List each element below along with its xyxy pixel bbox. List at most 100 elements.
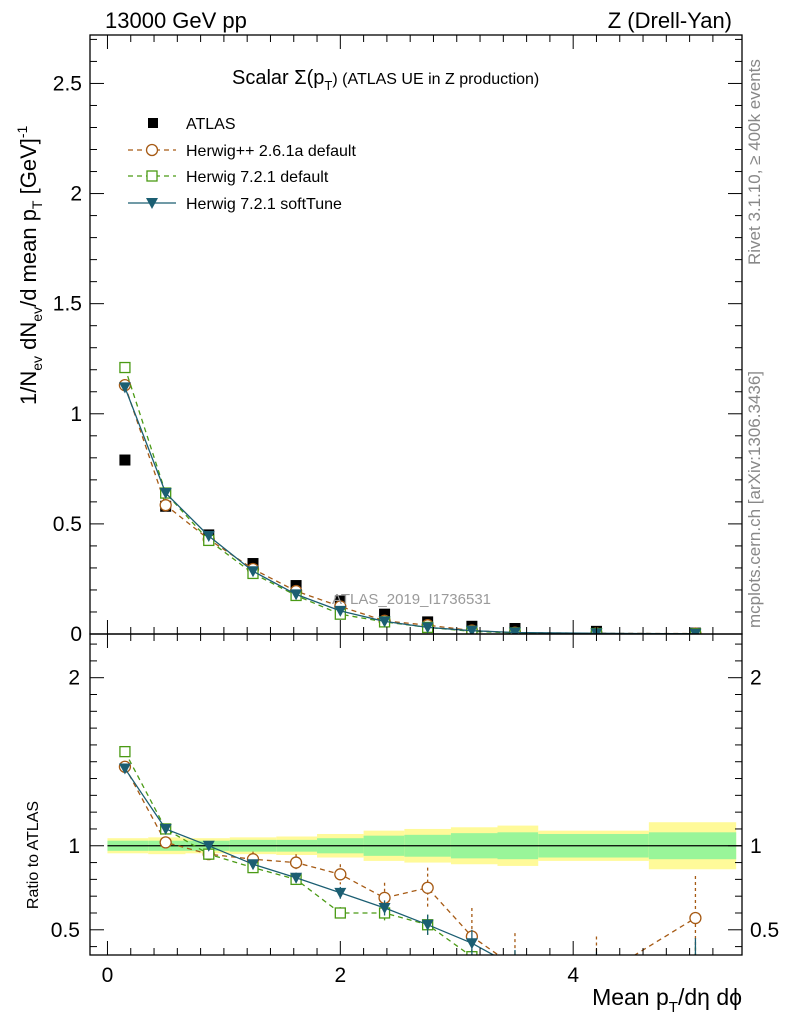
ratio-point-herwig-7-2-1-softtune-5 <box>334 887 347 899</box>
ratio-point-herwig-7-2-1-softtune-2 <box>202 840 215 852</box>
ratio-line-herwig-7-2-1-softtune <box>124 768 495 955</box>
legend-atlas-marker <box>148 118 158 128</box>
header-right-label: Z (Drell-Yan) <box>608 8 732 33</box>
legend-herwig7-default-label: Herwig 7.2.1 default <box>186 169 329 186</box>
ratio-point-herwig-2-6-1a-default-9 <box>509 961 520 972</box>
ratio-point-herwig-7-2-1-softtune-4 <box>290 872 303 884</box>
ratio-point-herwig-7-2-1-default-11 <box>690 967 700 977</box>
ratio-point-herwig-7-2-1-default-9 <box>510 975 520 985</box>
ratio-xlabel: Mean pT/dη dϕ <box>592 984 742 1016</box>
ratio-point-herwig-7-2-1-softtune-6 <box>378 902 391 914</box>
main-point-herwig-7-2-1-softtune-11 <box>689 628 702 634</box>
main-point-herwig-7-2-1-softtune-9 <box>508 627 521 634</box>
ratio-xtick-label-2: 4 <box>567 964 579 987</box>
ratio-ytick-label-right-1: 1 <box>750 835 762 858</box>
main-ytick-label-5: 2.5 <box>53 72 82 95</box>
main-point-herwig-7-2-1-softtune-5 <box>334 605 347 617</box>
ratio-axes: 0.5 0.5 1 1 2 2 0 2 4 <box>51 633 779 987</box>
legend-herwig7-softtune-marker <box>146 198 158 209</box>
ratio-point-herwig-2-6-1a-default-11 <box>689 911 702 925</box>
ratio-series-layer <box>118 745 702 985</box>
ratio-frame <box>89 633 743 956</box>
ratio-point-herwig-2-6-1a-default-10 <box>591 973 602 984</box>
legend-herwig7-default-marker <box>146 170 158 182</box>
ratio-xtick-label-1: 2 <box>334 964 346 987</box>
legend-herwigpp-marker <box>145 143 159 157</box>
ratio-xtick-label-0: 0 <box>102 964 114 987</box>
main-point-herwig-7-2-1-softtune-3 <box>247 566 259 578</box>
ratio-point-herwig-7-2-1-softtune-11 <box>689 958 701 969</box>
main-point-herwig-7-2-1-softtune-0 <box>118 382 131 394</box>
legend-herwigpp-label: Herwig++ 2.6.1a default <box>186 143 356 160</box>
legend-entry-atlas: ATLAS <box>148 116 236 133</box>
ratio-point-herwig-7-2-1-default-5 <box>334 907 346 919</box>
rivet-side-label: Rivet 3.1.10, ≥ 400k events <box>745 59 764 265</box>
main-series-layer <box>118 361 702 634</box>
main-panel: 00.511.522.5 Scalar Σ(pT) (ATLAS UE in Z… <box>14 34 743 646</box>
main-ytick-label-2: 1 <box>70 403 82 426</box>
main-title-main: Scalar Σ(p <box>232 67 324 89</box>
ratio-band-layer <box>107 822 742 870</box>
ylabel-part-4: /d mean p <box>16 209 41 307</box>
main-point-herwig-2-6-1a-default-1 <box>159 499 172 512</box>
ylabel-part-7: -1 <box>14 125 30 138</box>
main-point-herwig-7-2-1-softtune-4 <box>290 589 303 601</box>
main-point-herwig-7-2-1-softtune-8 <box>465 625 478 634</box>
ratio-line-herwig-2-6-1a-default <box>124 766 696 955</box>
ratio-ylabel: Ratio to ATLAS <box>25 801 42 909</box>
header-left-label: 13000 GeV pp <box>105 8 247 33</box>
ratio-point-herwig-7-2-1-softtune-9 <box>509 962 521 973</box>
ratio-ytick-label-left-1: 1 <box>68 835 80 858</box>
ratio-point-herwig-7-2-1-softtune-10 <box>590 967 602 978</box>
ylabel-part-1: ev <box>29 356 45 371</box>
main-title-sub: T <box>324 78 332 93</box>
legend-entry-herwig7-softtune: Herwig 7.2.1 softTune <box>128 196 342 213</box>
ratio-point-herwig-7-2-1-softtune-8 <box>465 938 478 950</box>
analysis-watermark: ATLAS_2019_I1736531 <box>332 591 491 608</box>
main-point-herwig-7-2-1-softtune-6 <box>378 616 391 628</box>
ratio-point-herwig-7-2-1-softtune-7 <box>421 919 434 931</box>
ratio-ytick-label-right-2: 2 <box>750 667 762 690</box>
main-point-herwig-7-2-1-softtune-1 <box>159 488 172 500</box>
main-line-herwig-7-2-1-softtune <box>124 387 696 634</box>
main-line-herwig-7-2-1-default <box>124 367 696 634</box>
xlabel-main: Mean p <box>592 984 669 1010</box>
ratio-ytick-label-left-0: 0.5 <box>51 919 80 942</box>
ratio-panel: 0.5 0.5 1 1 2 2 0 2 4 Ratio to ATLAS Mean pT/dη … <box>25 633 779 1016</box>
xlabel-sub: T <box>669 999 678 1016</box>
ylabel-part-2: dN <box>16 322 41 356</box>
ratio-point-herwig-2-6-1a-default-4 <box>289 856 303 869</box>
main-ytick-label-3: 1.5 <box>53 293 82 316</box>
ratio-ytick-label-left-2: 2 <box>68 667 80 690</box>
main-point-atlas-0 <box>119 454 131 466</box>
ratio-point-herwig-7-2-1-softtune-1 <box>159 823 172 835</box>
ylabel-part-6: [GeV] <box>16 138 41 200</box>
legend-entry-herwigpp: Herwig++ 2.6.1a default <box>128 143 356 160</box>
ratio-point-herwig-7-2-1-default-0 <box>119 745 131 758</box>
ratio-point-herwig-2-6-1a-default-7 <box>421 881 434 894</box>
main-line-herwig-2-6-1a-default <box>124 384 696 634</box>
main-point-herwig-7-2-1-default-0 <box>119 361 131 374</box>
mcplots-side-label: mcplots.cern.ch [arXiv:1306.3436] <box>745 371 764 628</box>
ylabel-part-0: 1/N <box>16 371 41 405</box>
ratio-point-herwig-2-6-1a-default-5 <box>334 868 347 881</box>
legend-entry-herwig7-default: Herwig 7.2.1 default <box>128 169 329 186</box>
main-title-tail: ) (ATLAS UE in Z production) <box>332 71 539 88</box>
ylabel-part-5: T <box>29 200 45 209</box>
main-point-herwig-7-2-1-softtune-2 <box>202 531 215 543</box>
ratio-point-herwig-7-2-1-softtune-0 <box>118 763 131 775</box>
main-ylabel: 1/Nev dNev/d mean pT [GeV]-1 <box>14 125 45 405</box>
ratio-point-herwig-2-6-1a-default-1 <box>159 836 172 849</box>
main-ytick-label-0: 0 <box>70 623 82 646</box>
main-ytick-label-1: 0.5 <box>53 513 82 536</box>
ylabel-part-3: ev <box>29 307 45 322</box>
legend-atlas-label: ATLAS <box>186 116 236 133</box>
legend: ATLAS Herwig++ 2.6.1a default Herwig 7.2… <box>128 116 356 213</box>
ratio-line-herwig-7-2-1-default <box>124 751 471 955</box>
xlabel-tail: /dη dϕ <box>678 984 742 1010</box>
main-ytick-label-4: 2 <box>70 183 82 206</box>
legend-herwig7-softtune-label: Herwig 7.2.1 softTune <box>186 196 342 213</box>
ratio-point-herwig-7-2-1-softtune-3 <box>247 859 259 871</box>
ratio-ytick-label-right-0: 0.5 <box>750 919 779 942</box>
